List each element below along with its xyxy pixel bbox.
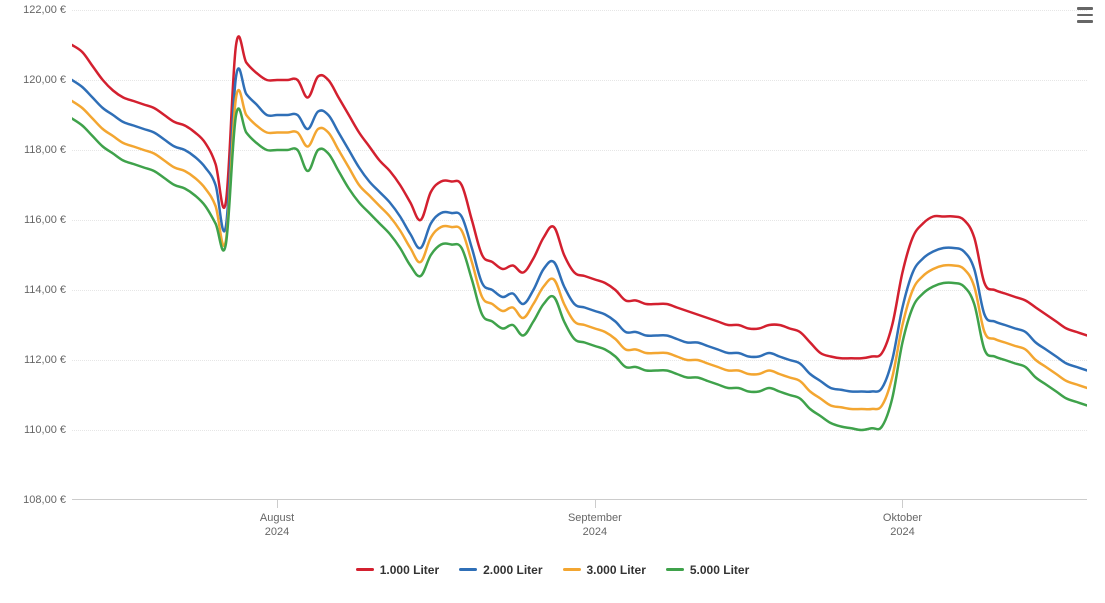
y-axis-tick-label: 118,00 € — [24, 144, 66, 156]
legend-item[interactable]: 2.000 Liter — [459, 563, 542, 577]
legend-swatch — [563, 568, 581, 571]
y-axis-tick-label: 120,00 € — [23, 74, 66, 86]
x-axis-tick-label: September2024 — [568, 512, 622, 540]
series-layer — [72, 10, 1087, 500]
series-line — [72, 68, 1087, 391]
legend-swatch — [459, 568, 477, 571]
legend-label: 3.000 Liter — [587, 563, 646, 577]
legend-swatch — [666, 568, 684, 571]
legend-label: 2.000 Liter — [483, 563, 542, 577]
price-chart: 108,00 € 110,00 € 112,00 € 114,00 € 116,00 €… — [0, 0, 1105, 603]
y-axis-tick-label: 122,00 € — [23, 4, 66, 16]
x-axis-tick-label: August2024 — [260, 512, 294, 540]
y-axis-tick-label: 112,00 € — [24, 354, 66, 366]
series-line — [72, 36, 1087, 358]
legend-label: 5.000 Liter — [690, 563, 749, 577]
plot-area: 108,00 €110,00 €112,00 €114,00 €116,00 €… — [72, 10, 1087, 500]
x-axis: August2024 September2024 Oktober2024 — [72, 500, 1087, 540]
x-axis-tick — [277, 500, 278, 508]
legend-item[interactable]: 1.000 Liter — [356, 563, 439, 577]
y-axis-tick-label: 116,00 € — [24, 214, 66, 226]
legend-swatch — [356, 568, 374, 571]
y-axis-tick-label: 108,00 € — [23, 494, 66, 506]
legend-item[interactable]: 3.000 Liter — [563, 563, 646, 577]
x-axis-tick — [595, 500, 596, 508]
legend: 1.000 Liter 2.000 Liter 3.000 Liter 5.000 L… — [0, 558, 1105, 577]
legend-item[interactable]: 5.000 Liter — [666, 563, 749, 577]
x-axis-tick-label: Oktober2024 — [883, 512, 922, 540]
x-axis-tick — [902, 500, 903, 508]
legend-label: 1.000 Liter — [380, 563, 439, 577]
y-axis-tick-label: 114,00 € — [24, 284, 66, 296]
y-axis-tick-label: 110,00 € — [24, 424, 66, 436]
